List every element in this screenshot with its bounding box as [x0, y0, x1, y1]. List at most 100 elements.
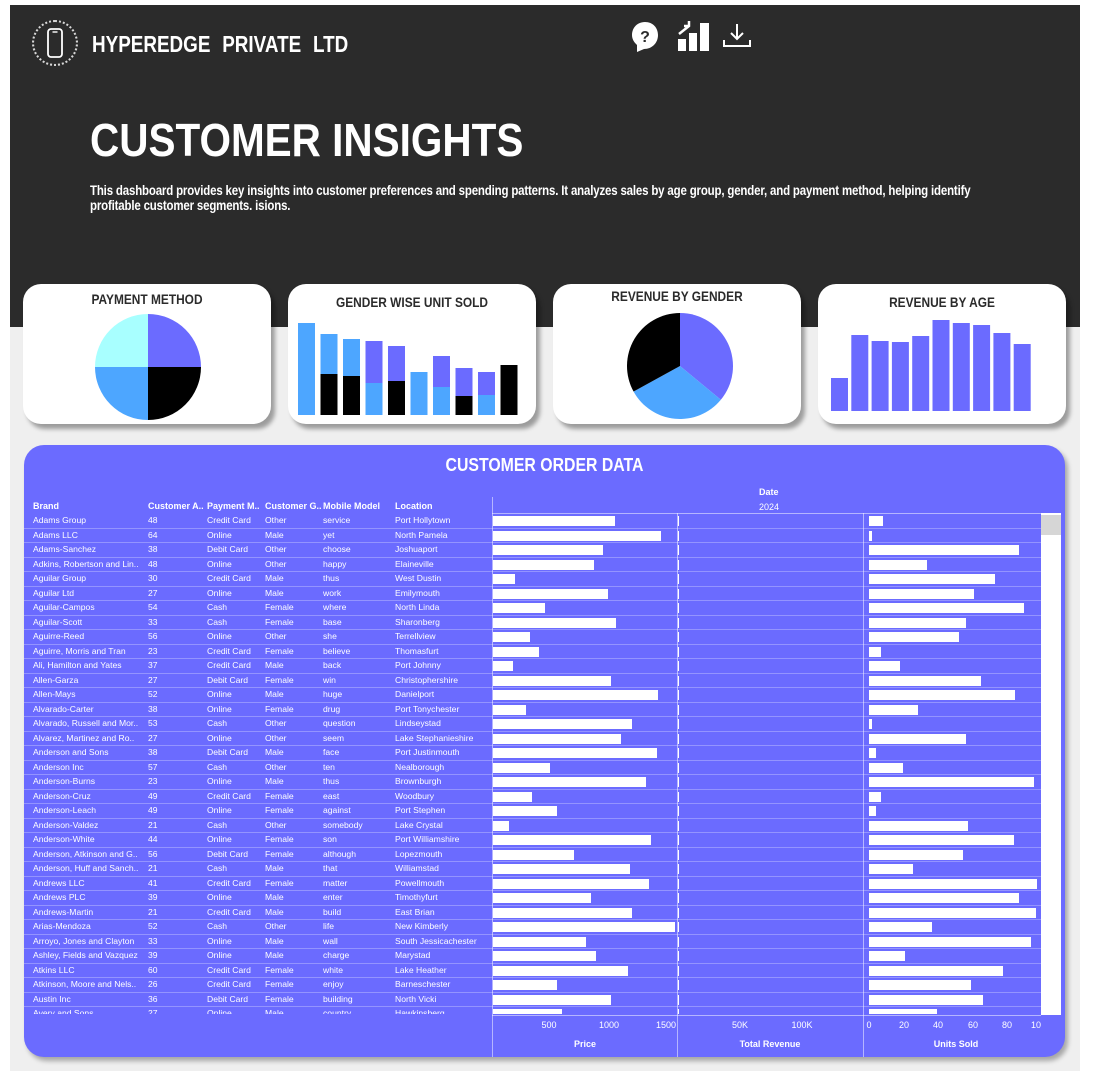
units-bar[interactable]: [869, 545, 1019, 555]
revenue-bar[interactable]: [678, 704, 679, 715]
units-bar[interactable]: [869, 777, 1034, 787]
pie-slice[interactable]: [148, 367, 201, 420]
units-bar[interactable]: [869, 878, 1038, 889]
chart-icon[interactable]: [676, 19, 712, 58]
units-bar[interactable]: [869, 936, 1031, 947]
age-bar[interactable]: [891, 342, 909, 411]
table-row[interactable]: Adams Group 48 Credit Card Other service Port…: [24, 514, 1041, 529]
revenue-bar[interactable]: [678, 646, 679, 657]
units-bar[interactable]: [869, 588, 975, 599]
table-row[interactable]: Alvarado, Russell and Mor.. 53 Cash Other qu…: [24, 717, 1041, 732]
revenue-bar[interactable]: [678, 820, 679, 831]
price-bar[interactable]: [493, 617, 617, 628]
bar-segment[interactable]: [455, 396, 473, 415]
bar-segment[interactable]: [433, 356, 450, 387]
table-body[interactable]: Adams Group 48 Credit Card Other service Port…: [24, 514, 1041, 1014]
revenue-bar[interactable]: [678, 951, 679, 961]
age-bar[interactable]: [993, 333, 1011, 411]
bar-segment[interactable]: [388, 346, 405, 381]
units-bar[interactable]: [869, 893, 1019, 903]
table-row[interactable]: Anderson Inc 57 Cash Other ten Nealborough: [24, 761, 1041, 775]
col-location[interactable]: Location: [395, 501, 433, 511]
revenue-bar[interactable]: [678, 849, 679, 860]
pie-slice[interactable]: [95, 314, 148, 367]
price-bar[interactable]: [493, 907, 633, 918]
revenue-bar[interactable]: [678, 791, 679, 802]
units-bar[interactable]: [869, 733, 966, 744]
help-icon[interactable]: ?: [630, 19, 660, 60]
table-row[interactable]: Adams LLC 64 Online Male yet North Pamela: [24, 529, 1041, 543]
units-bar[interactable]: [869, 661, 900, 671]
units-bar[interactable]: [869, 980, 971, 990]
age-bar[interactable]: [871, 341, 889, 411]
price-bar[interactable]: [493, 661, 513, 671]
price-bar[interactable]: [493, 1009, 562, 1014]
col-brand[interactable]: Brand: [33, 501, 60, 511]
units-bar[interactable]: [869, 704, 919, 715]
revenue-bar[interactable]: [678, 965, 679, 976]
table-row[interactable]: Andrews PLC 39 Online Male enter Timothyfurt: [24, 891, 1041, 906]
price-bar[interactable]: [493, 516, 615, 526]
price-bar[interactable]: [493, 878, 649, 889]
revenue-bar[interactable]: [678, 690, 679, 700]
revenue-bar[interactable]: [678, 617, 679, 628]
price-bar[interactable]: [493, 893, 591, 903]
bar-segment[interactable]: [478, 395, 495, 415]
bar-segment[interactable]: [455, 368, 473, 396]
revenue-bar[interactable]: [678, 994, 679, 1005]
bar-segment[interactable]: [298, 323, 315, 415]
price-bar[interactable]: [493, 806, 557, 816]
pie-slice[interactable]: [680, 313, 733, 400]
bar-segment[interactable]: [500, 365, 518, 415]
units-bar[interactable]: [869, 617, 966, 628]
revenue-bar[interactable]: [678, 574, 679, 584]
price-bar[interactable]: [493, 690, 658, 700]
price-bar[interactable]: [493, 980, 557, 990]
age-bar[interactable]: [1013, 344, 1031, 411]
units-bar[interactable]: [869, 965, 1004, 976]
age-bar[interactable]: [973, 325, 991, 411]
revenue-bar[interactable]: [678, 907, 679, 918]
table-row[interactable]: Alvarado-Carter 38 Online Female drug Port To…: [24, 703, 1041, 717]
revenue-bar[interactable]: [678, 588, 679, 599]
price-bar[interactable]: [493, 719, 633, 729]
table-row[interactable]: Andrews LLC 41 Credit Card Female matter Powe…: [24, 877, 1041, 891]
table-row[interactable]: Anderson-Valdez 21 Cash Other somebody Lake C…: [24, 819, 1041, 833]
pie-slice[interactable]: [148, 314, 201, 367]
pie-slice[interactable]: [95, 367, 148, 420]
units-bar[interactable]: [869, 748, 876, 758]
col-customer-gender[interactable]: Customer G..: [265, 501, 322, 511]
revenue-bar[interactable]: [678, 719, 679, 729]
table-row[interactable]: Aguirre-Reed 56 Online Other she Terrellview: [24, 630, 1041, 645]
units-bar[interactable]: [869, 907, 1036, 918]
table-row[interactable]: Arias-Mendoza 52 Cash Other life New Kimberly: [24, 920, 1041, 935]
price-bar[interactable]: [493, 704, 526, 715]
units-bar[interactable]: [869, 820, 968, 831]
table-row[interactable]: Allen-Garza 27 Debit Card Female win Christop…: [24, 674, 1041, 688]
price-bar[interactable]: [493, 922, 676, 932]
revenue-bar[interactable]: [678, 864, 679, 874]
units-bar[interactable]: [869, 835, 1014, 845]
units-bar[interactable]: [869, 994, 983, 1005]
price-bar[interactable]: [493, 864, 631, 874]
price-bar[interactable]: [493, 835, 651, 845]
price-bar[interactable]: [493, 545, 604, 555]
price-bar[interactable]: [493, 994, 612, 1005]
units-bar[interactable]: [869, 690, 1016, 700]
col-customer-age[interactable]: Customer A..: [148, 501, 204, 511]
revenue-bar[interactable]: [678, 806, 679, 816]
revenue-bar[interactable]: [678, 733, 679, 744]
age-bar[interactable]: [952, 323, 970, 411]
revenue-bar[interactable]: [678, 980, 679, 990]
table-row[interactable]: Ali, Hamilton and Yates 37 Credit Card Male…: [24, 659, 1041, 674]
price-bar[interactable]: [493, 820, 510, 831]
bar-segment[interactable]: [478, 372, 495, 395]
revenue-bar[interactable]: [678, 675, 679, 686]
price-bar[interactable]: [493, 777, 647, 787]
bar-segment[interactable]: [365, 383, 383, 415]
units-bar[interactable]: [869, 646, 881, 657]
units-bar[interactable]: [869, 849, 963, 860]
table-row[interactable]: Adkins, Robertson and Lin.. 48 Online Other…: [24, 558, 1041, 572]
scrollbar[interactable]: [1041, 513, 1061, 1015]
revenue-bar[interactable]: [678, 748, 679, 758]
